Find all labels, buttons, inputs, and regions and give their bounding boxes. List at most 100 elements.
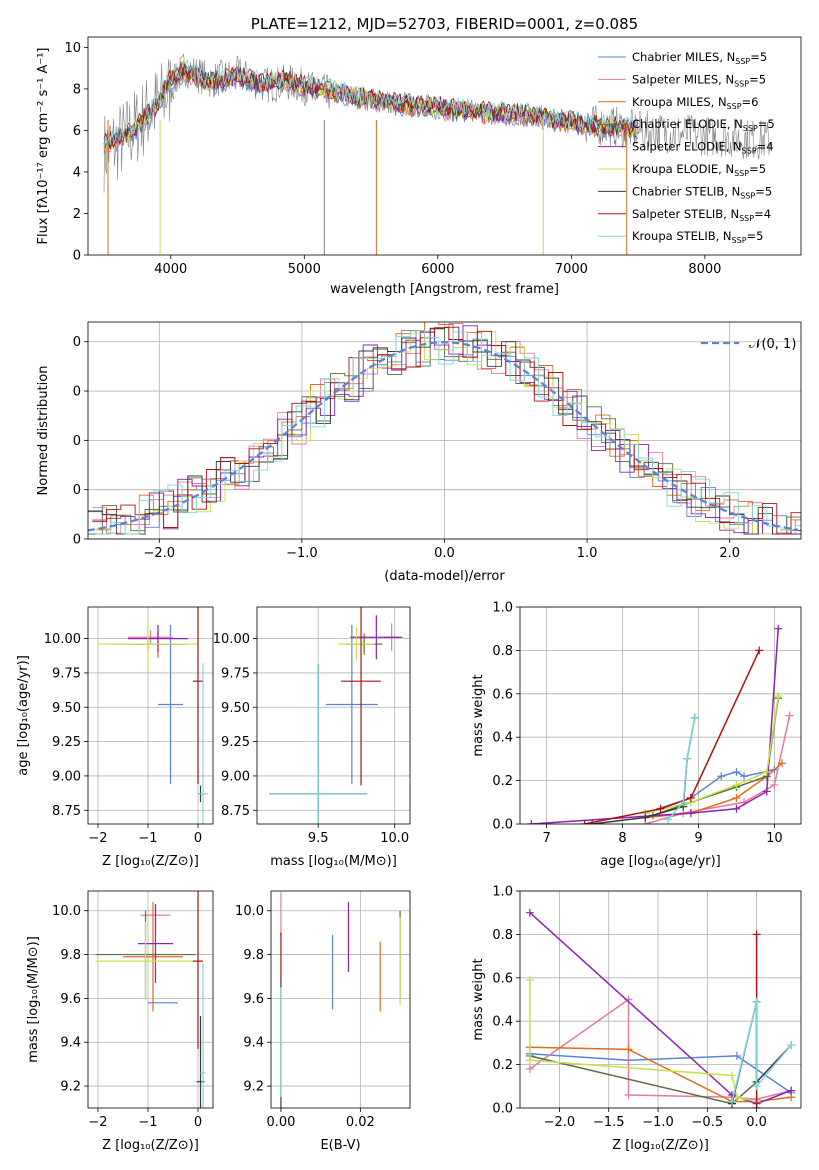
massweight-line [652, 697, 779, 817]
mass_vs_EBV-frame [270, 890, 411, 1109]
massweight_vs_Z-ytick-label: 0.6 [492, 971, 513, 986]
legend-label-sub: SSP [739, 214, 754, 223]
mass_vs_EBV-xtick-label: 0.00 [266, 1115, 295, 1130]
massweight-marker [525, 1064, 534, 1073]
age_vs_mass-ytick-label: 10.00 [213, 632, 250, 647]
massweight-marker [588, 820, 597, 824]
residuals-xtick-label: 1.0 [577, 546, 598, 561]
residual-histogram [96, 330, 801, 535]
spectrum-axes: 4000 5000 6000 7000 8000 0 2 4 6 8 10 Chabrier MILE… [64, 36, 802, 277]
legend-label: Kroupa ELODIE, NSSP=5 [632, 162, 766, 178]
legend-label-tail: =5 [749, 72, 766, 86]
residual-histogram [92, 323, 801, 535]
legend-label-tail: =5 [749, 162, 766, 176]
massweight_vs_Z-frame [519, 890, 802, 1109]
massweight-line [529, 912, 792, 1105]
legend-label-main: Salpeter MILES, N [632, 72, 734, 86]
gauss-legend-label: 𝒩(0, 1) [749, 337, 796, 352]
legend-label-main: Kroupa MILES, N [632, 95, 727, 109]
massweight_vs_age-ytick-label: 1.0 [492, 601, 513, 616]
spectrum-xlabel: wavelength [Angstrom, rest frame] [330, 282, 559, 297]
massweight_vs_age-ytick-label: 0.8 [492, 644, 513, 659]
age_vs_mass-xlabel: mass [log₁₀(M/M⊙)] [270, 854, 397, 869]
mass_vs_Z-frame [87, 890, 214, 1109]
legend-label: Chabrier ELODIE, NSSP=5 [632, 117, 775, 133]
massweight-marker [752, 997, 761, 1006]
massweight-marker [752, 1104, 761, 1108]
residuals-frame [87, 321, 802, 540]
legend-label-tail: =4 [757, 140, 774, 154]
residuals-xtick-label: −2.0 [144, 546, 176, 561]
spectrum-ylabel: Flux [fλ10⁻¹⁷ erg cm⁻² s⁻¹ A⁻¹] [36, 48, 51, 245]
spectrum-plot [103, 53, 772, 255]
massweight-marker [686, 793, 695, 802]
massweight-marker [664, 815, 673, 824]
age_vs_mass-ytick-label: 9.00 [221, 769, 250, 784]
age_vs_Z-ytick-label: 9.25 [52, 735, 81, 750]
residuals-ytick-label: 0 [73, 385, 81, 400]
legend-label: Chabrier STELIB, NSSP=5 [632, 184, 772, 200]
massweight-marker [762, 767, 771, 776]
mass_vs_Z-xtick-label: −2 [88, 1115, 107, 1130]
massweight-line [645, 762, 783, 819]
massweight-line [667, 717, 696, 821]
residuals-xtick-label: 2.0 [719, 546, 740, 561]
massweight_vs_Z-ytick-label: 1.0 [492, 885, 513, 900]
age_vs_mass-ytick-label: 8.75 [221, 804, 250, 819]
spectrum-xtick-label: 7000 [555, 262, 588, 277]
massweight-line [529, 1046, 792, 1103]
mass_vs_Z-ytick-label: 9.4 [60, 1036, 81, 1051]
legend-label: Salpeter MILES, NSSP=5 [632, 72, 766, 88]
legend-label-main: Kroupa ELODIE, N [632, 162, 734, 176]
spectrum-frame [87, 36, 802, 256]
legend-label-sub: SSP [742, 147, 757, 156]
legend-label-sub: SSP [734, 79, 749, 88]
massweight-marker [525, 1056, 534, 1065]
age_vs_mass-axes: 9.5 10.0 8.75 9.00 9.25 9.50 9.75 10.00 [213, 606, 411, 846]
massweight_vs_Z-axes: −2.0 −1.5 −1.0 −0.5 0.0 0.0 0.2 0.4 0.6 0.8 1.0 [492, 885, 802, 1130]
legend-label-main: Chabrier STELIB, N [632, 184, 740, 198]
massweight-marker [732, 804, 741, 813]
massweight-marker [656, 804, 665, 813]
massweight-marker [774, 624, 783, 633]
massweight-marker [752, 1082, 761, 1091]
spectrum-model-line [103, 58, 638, 148]
legend-label-main: Chabrier MILES, N [632, 50, 735, 64]
mass_vs_EBV-ytick-label: 10.0 [235, 904, 264, 919]
legend-label: Salpeter STELIB, NSSP=4 [632, 207, 771, 223]
massweight_vs_age-ytick-label: 0.4 [492, 731, 513, 746]
age_vs_mass-ytick-label: 9.50 [221, 701, 250, 716]
age_vs_Z-xtick-label: 0 [194, 831, 202, 846]
spectrum-ytick-label: 2 [73, 207, 81, 222]
spectrum-ytick-label: 4 [73, 165, 81, 180]
mass_vs_EBV-plot [280, 893, 401, 1108]
massweight-line [529, 998, 792, 1101]
legend-label: Salpeter ELODIE, NSSP=4 [632, 140, 774, 156]
legend-label-sub: SSP [740, 191, 755, 200]
legend-label-sub: SSP [743, 124, 758, 133]
age_vs_mass-frame [256, 606, 411, 825]
massweight_vs_Z-ytick-label: 0.4 [492, 1015, 513, 1030]
massweight-marker [624, 1090, 633, 1099]
massweight_vs_Z-ylabel: mass weight [471, 958, 486, 1040]
massweight-marker [525, 908, 534, 917]
age_vs_Z-ytick-label: 9.00 [52, 769, 81, 784]
legend-label-tail: =6 [742, 95, 759, 109]
mass_vs_Z-plot [95, 891, 206, 1108]
mass_vs_EBV-ytick-label: 9.8 [243, 948, 264, 963]
massweight_vs_age-ylabel: mass weight [471, 674, 486, 756]
mass_vs_Z-axes: −2 −1 0 9.2 9.4 9.6 9.8 10.0 [52, 890, 214, 1130]
age_vs_mass-xtick-label: 9.5 [308, 831, 329, 846]
residuals-ylabel: Normed distribution [36, 366, 51, 496]
legend-label-sub: SSP [727, 102, 742, 111]
massweight_vs_Z-xtick-label: −0.5 [692, 1115, 724, 1130]
massweight-marker [641, 813, 650, 822]
legend-label-sub: SSP [732, 236, 747, 245]
massweight-marker [717, 772, 726, 781]
age_vs_mass-ytick-label: 9.25 [221, 735, 250, 750]
gaussian-curve [88, 341, 799, 532]
residual-histogram [92, 327, 801, 535]
age_vs_mass-xtick-label: 10.0 [380, 831, 409, 846]
figure-title: PLATE=1212, MJD=52703, FIBERID=0001, z=0… [251, 15, 638, 33]
